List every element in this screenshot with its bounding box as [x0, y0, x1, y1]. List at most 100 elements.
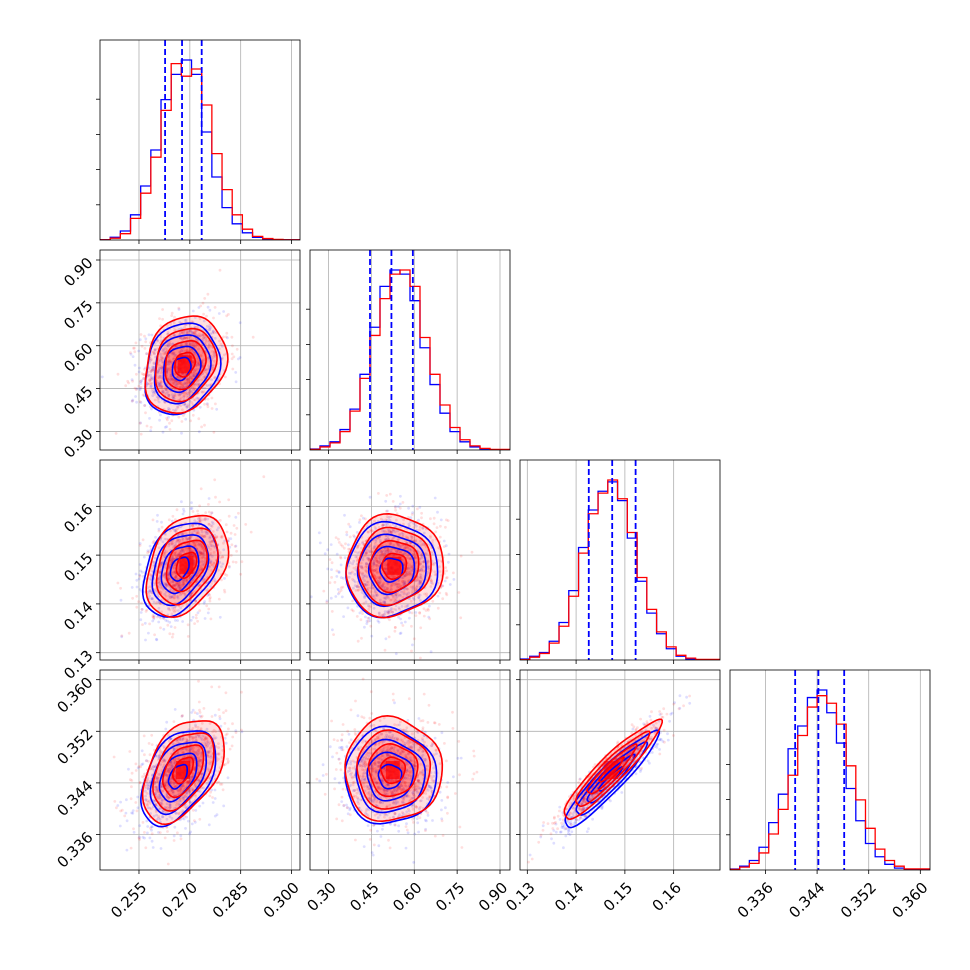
- sample-point: [418, 593, 422, 597]
- sample-point: [206, 405, 210, 409]
- sample-point: [339, 543, 343, 547]
- sample-point: [198, 551, 202, 555]
- sample-point: [409, 572, 413, 575]
- sample-point: [375, 554, 379, 558]
- sample-point: [207, 347, 211, 350]
- sample-point: [161, 317, 165, 321]
- sample-point: [380, 552, 384, 556]
- sample-point: [169, 737, 173, 741]
- sample-point: [436, 594, 440, 598]
- sample-point: [404, 535, 408, 539]
- sample-point: [352, 559, 356, 563]
- sample-point: [361, 541, 364, 545]
- sample-point: [185, 538, 189, 542]
- sample-point: [185, 405, 189, 409]
- sample-point: [158, 796, 162, 800]
- sample-point: [203, 560, 207, 564]
- sample-point: [166, 331, 170, 334]
- sample-point: [162, 392, 166, 395]
- sample-point: [343, 556, 347, 560]
- sample-point: [187, 337, 190, 341]
- sample-point: [217, 752, 221, 756]
- sample-point: [378, 538, 382, 542]
- sample-point: [193, 820, 197, 824]
- sample-point: [135, 594, 139, 598]
- sample-point: [173, 775, 177, 779]
- sample-point: [164, 387, 168, 391]
- sample-point: [158, 381, 161, 385]
- sample-point: [354, 568, 358, 572]
- sample-point: [330, 610, 334, 613]
- sample-point: [419, 599, 422, 602]
- sample-point: [211, 801, 215, 804]
- sample-point: [234, 515, 238, 519]
- sample-point: [386, 528, 390, 532]
- sample-point: [391, 610, 394, 614]
- sample-point: [148, 380, 152, 383]
- sample-point: [443, 579, 447, 583]
- sample-point: [146, 382, 149, 385]
- sample-point: [301, 609, 304, 612]
- sample-point: [398, 593, 401, 597]
- sample-point: [378, 577, 382, 580]
- sample-point: [150, 825, 154, 829]
- sample-point: [138, 574, 142, 578]
- sample-point: [193, 344, 197, 348]
- sample-point: [356, 588, 360, 592]
- sample-point: [405, 587, 409, 591]
- sample-point: [185, 748, 188, 751]
- sample-point: [177, 539, 181, 542]
- sample-point: [362, 574, 366, 578]
- sample-point: [169, 805, 172, 809]
- sample-point: [194, 544, 197, 548]
- sample-point: [197, 520, 201, 523]
- contour-series_a: [151, 534, 210, 607]
- sample-point: [210, 350, 214, 353]
- sample-point: [199, 545, 203, 548]
- sample-point: [379, 576, 382, 579]
- sample-point: [201, 734, 205, 738]
- sample-point: [232, 355, 236, 359]
- sample-point: [410, 538, 414, 542]
- sample-point: [143, 404, 147, 407]
- sample-point: [149, 373, 152, 377]
- sample-point: [342, 546, 346, 550]
- sample-point: [181, 581, 185, 585]
- sample-point: [194, 368, 198, 372]
- sample-point: [147, 382, 151, 386]
- sample-point: [172, 567, 176, 570]
- sample-point: [402, 583, 406, 587]
- sample-point: [188, 749, 192, 752]
- sample-point: [380, 584, 384, 588]
- sample-point: [422, 531, 426, 535]
- sample-point: [157, 606, 161, 610]
- sample-point: [169, 789, 173, 793]
- sample-point: [133, 363, 137, 367]
- sample-point: [414, 556, 417, 560]
- sample-point: [416, 507, 419, 511]
- sample-point: [190, 349, 194, 353]
- sample-point: [138, 421, 142, 425]
- sample-point: [194, 723, 197, 727]
- sample-point: [200, 552, 204, 555]
- sample-point: [183, 336, 187, 340]
- sample-point: [158, 317, 161, 320]
- sample-point: [415, 584, 419, 588]
- sample-point: [177, 812, 181, 816]
- sample-point: [154, 556, 157, 560]
- sample-point: [146, 784, 150, 788]
- sample-point: [194, 353, 197, 357]
- sample-point: [172, 747, 176, 751]
- sample-point: [452, 578, 456, 581]
- sample-point: [359, 618, 363, 622]
- sample-point: [386, 537, 390, 541]
- sample-point: [411, 504, 415, 508]
- sample-point: [429, 579, 433, 583]
- sample-point: [400, 576, 404, 580]
- sample-point: [206, 588, 209, 591]
- sample-point: [153, 352, 156, 355]
- sample-point: [445, 593, 449, 597]
- sample-point: [170, 612, 174, 616]
- sample-point: [181, 582, 185, 586]
- sample-point: [174, 784, 178, 788]
